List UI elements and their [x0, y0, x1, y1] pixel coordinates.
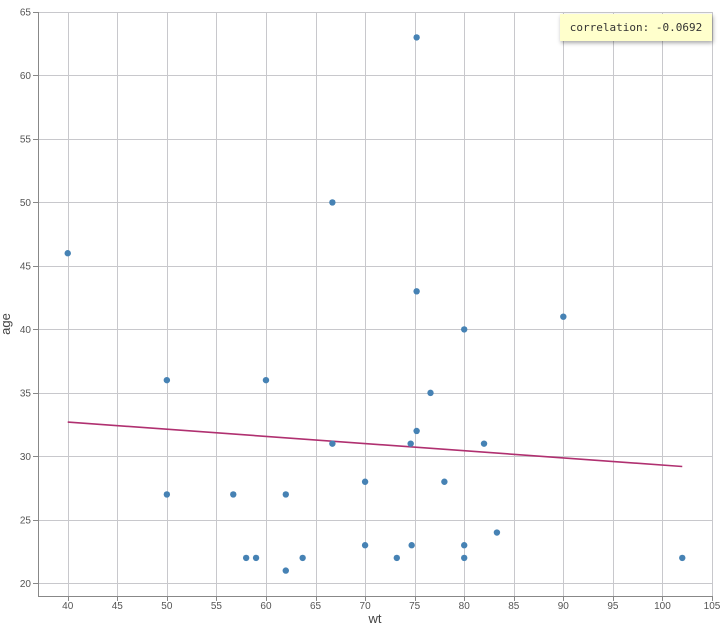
data-point — [361, 542, 369, 549]
grid-lines — [38, 12, 713, 596]
y-tick-label: 35 — [20, 388, 32, 399]
x-tick-label: 60 — [260, 601, 272, 612]
data-point — [560, 313, 567, 320]
data-point — [329, 199, 336, 206]
data-point — [393, 554, 401, 562]
x-tick-label: 75 — [409, 601, 421, 612]
data-point — [64, 250, 71, 257]
data-point — [242, 554, 250, 562]
trend-line — [67, 421, 683, 468]
regression-line — [67, 421, 683, 468]
data-point — [480, 440, 488, 447]
data-point — [679, 554, 686, 562]
data-point — [299, 554, 306, 562]
data-point — [461, 554, 468, 562]
data-point — [407, 440, 414, 447]
x-axis-title: wt — [368, 611, 382, 625]
x-tick-label: 80 — [459, 601, 471, 612]
x-tick-label: 105 — [704, 601, 720, 612]
x-tick-label: 65 — [310, 601, 322, 612]
y-tick-label: 30 — [20, 452, 32, 463]
x-tick-label: 55 — [211, 601, 223, 612]
data-points — [64, 34, 686, 574]
data-point — [493, 529, 501, 536]
data-point — [427, 389, 434, 397]
y-tick-label: 50 — [20, 198, 32, 209]
data-point — [441, 478, 448, 485]
y-tick-label: 45 — [20, 261, 32, 272]
data-point — [163, 491, 171, 498]
data-point — [361, 478, 369, 485]
correlation-text: correlation: -0.0692 — [569, 21, 703, 34]
x-tick-label: 70 — [360, 601, 372, 612]
y-tick-label: 60 — [20, 71, 32, 82]
correlation-annotation: correlation: -0.0692 — [560, 14, 712, 41]
data-point — [329, 440, 336, 447]
data-point — [413, 34, 420, 41]
data-point — [461, 542, 468, 549]
y-tick-label: 65 — [20, 8, 32, 19]
x-tick-label: 90 — [558, 601, 570, 612]
x-tick-label: 40 — [62, 601, 74, 612]
data-point — [230, 491, 237, 498]
axes — [33, 12, 713, 601]
y-axis-title: age — [0, 313, 13, 335]
data-point — [282, 491, 289, 498]
data-point — [413, 288, 420, 295]
data-point — [163, 376, 171, 384]
data-point — [282, 567, 289, 574]
y-tick-label: 25 — [20, 515, 32, 526]
x-tick-label: 50 — [161, 601, 173, 612]
x-tick-label: 85 — [508, 601, 520, 612]
x-tick-label: 45 — [112, 601, 124, 612]
data-point — [461, 326, 468, 333]
y-tick-label: 20 — [20, 579, 32, 590]
x-tick-label: 95 — [607, 601, 619, 612]
data-point — [408, 542, 415, 549]
x-tick-label: 100 — [654, 601, 671, 612]
data-point — [413, 427, 420, 435]
y-tick-label: 40 — [20, 325, 32, 336]
data-point — [252, 554, 260, 562]
data-point — [262, 376, 270, 384]
y-tick-label: 55 — [20, 134, 32, 145]
tick-labels: 40 45 50 55 60 65 70 75 80 85 90 95 100 105 20 25 30 35 40… — [20, 8, 720, 613]
